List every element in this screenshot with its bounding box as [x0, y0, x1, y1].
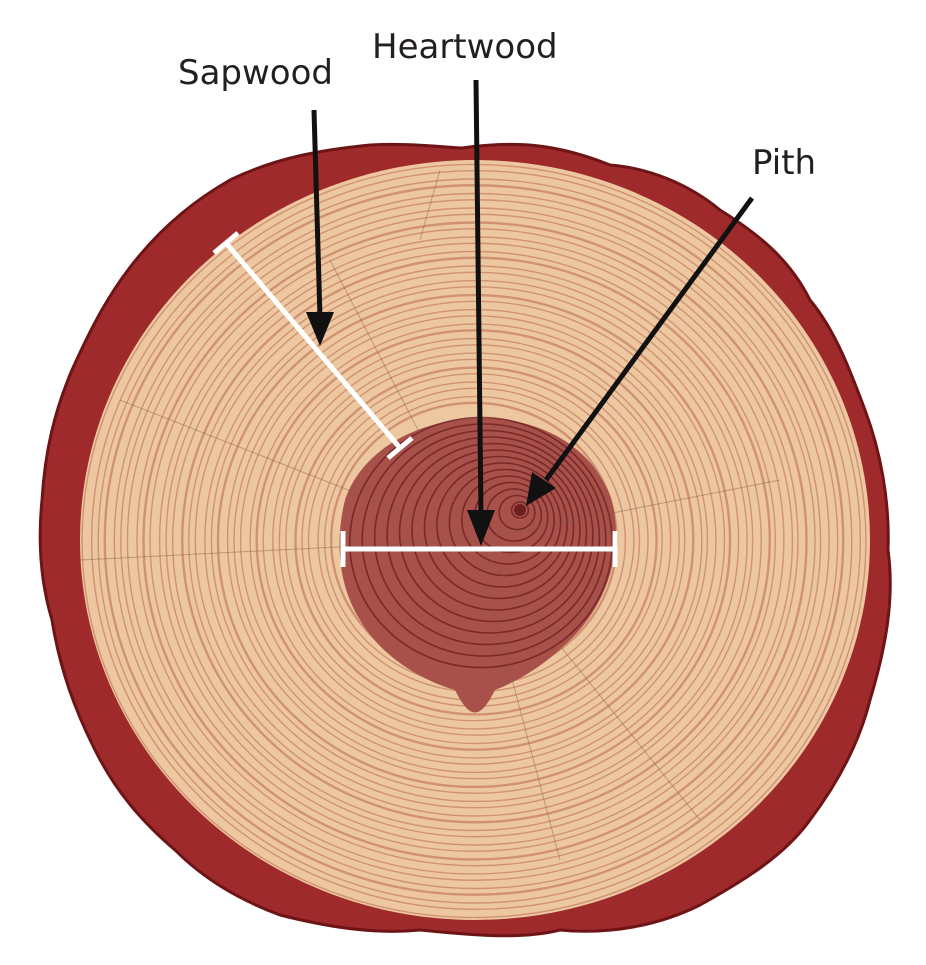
- sapwood-ring: [216, 293, 732, 789]
- arrow-down-icon: [311, 109, 323, 319]
- arrow-down-left-icon: [543, 196, 755, 482]
- sapwood-width-line: [224, 241, 402, 450]
- heartwood-ring: [386, 436, 594, 634]
- sapwood-ring: [249, 323, 703, 759]
- arrow-down-icon: [306, 312, 334, 346]
- heartwood-ring: [373, 429, 601, 646]
- arrow-down-left-icon: [526, 472, 556, 506]
- sapwood-ring: [165, 242, 785, 838]
- sapwood-ring: [188, 265, 762, 817]
- sapwood-ring: [233, 308, 717, 774]
- heartwood-ring: [436, 462, 568, 588]
- sapwood-width-cap-inner: [386, 436, 414, 460]
- sapwood-width-cap-outer: [212, 231, 240, 255]
- heartwood-ring: [510, 501, 530, 519]
- sapwood-ring: [239, 315, 709, 765]
- heartwood-label: Heartwood: [372, 27, 558, 67]
- heartwood-ring: [398, 442, 588, 623]
- heartwood-ring: [411, 449, 581, 611]
- sapwood-label: Sapwood: [178, 53, 333, 93]
- heartwood-ring: [498, 494, 536, 531]
- sapwood-ring: [81, 163, 867, 919]
- sapwood-ring: [103, 184, 845, 896]
- sapwood-ring: [272, 344, 680, 736]
- sapwood-ring: [126, 207, 822, 875]
- sapwood-ring: [262, 337, 686, 745]
- sapwood-ring: [294, 366, 658, 716]
- sapwood-ring: [149, 228, 799, 852]
- sapwood-ring: [226, 300, 726, 780]
- pith-center: [514, 504, 526, 516]
- sapwood-ring: [278, 352, 672, 730]
- arrow-down-icon: [473, 79, 484, 516]
- pith-label: Pith: [752, 143, 817, 183]
- arrow-down-icon: [467, 510, 495, 546]
- measurement-markers: [212, 231, 618, 567]
- sapwood-growth-rings: [81, 163, 867, 919]
- radial-cracks: [79, 169, 781, 861]
- sapwood-ring: [210, 286, 740, 794]
- sapwood-ring: [142, 221, 808, 861]
- heartwood-ring: [460, 475, 555, 565]
- heartwood-growth-rings: [348, 416, 614, 669]
- heartwood-ring: [448, 468, 562, 577]
- sapwood-ring: [194, 271, 754, 809]
- heartwood-ring: [423, 455, 575, 600]
- heartwood-ring: [361, 423, 607, 657]
- sapwood-ring: [171, 250, 777, 832]
- sapwood-ring: [285, 358, 663, 722]
- sapwood-ring: [255, 329, 695, 751]
